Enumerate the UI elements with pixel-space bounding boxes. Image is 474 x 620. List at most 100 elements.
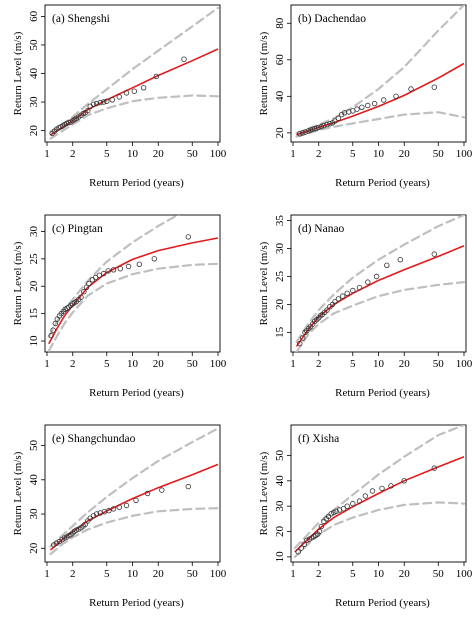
p1-observed-point bbox=[153, 73, 159, 80]
p5-x-tick-label: 100 bbox=[210, 568, 227, 580]
p6-plot-area bbox=[293, 425, 466, 558]
p6-y-tick-label: 40 bbox=[274, 475, 286, 487]
p4-observed-point bbox=[335, 296, 342, 302]
chart-panel-5: (e) Shangchundao 1 2 5 10 20 50 100 20 30 40 50 Retu… bbox=[12, 424, 227, 609]
p6-chart-title: (f) Xisha bbox=[298, 433, 339, 445]
p3-x-tick-label: 100 bbox=[210, 358, 227, 370]
p6-y-tick-label: 30 bbox=[274, 500, 286, 512]
p3-y-tick-label: 25 bbox=[28, 253, 40, 265]
p6-fit-line bbox=[294, 455, 465, 553]
p6-observed-point bbox=[369, 488, 376, 494]
p2-observed-point bbox=[335, 115, 342, 121]
p4-y-tick-label: 25 bbox=[274, 271, 286, 283]
p6-observed-point bbox=[431, 465, 437, 471]
chart-panel-1: (a) Shengshi 1 2 5 10 20 50 100 20 30 40 50 60 Return… bbox=[12, 4, 227, 189]
p6-x-tick-label: 1 bbox=[290, 568, 296, 580]
p3-y-tick-label: 30 bbox=[28, 225, 40, 237]
p6-observed-point bbox=[298, 545, 304, 551]
p4-ci-lower-line bbox=[295, 281, 466, 352]
p3-observed-point bbox=[185, 234, 191, 240]
p3-observed-point bbox=[83, 284, 90, 290]
p2-observed-point bbox=[365, 102, 371, 109]
p2-y-tick-label: 40 bbox=[274, 90, 286, 102]
p2-observed-point bbox=[393, 93, 399, 99]
p3-ci-lower-line bbox=[47, 262, 220, 352]
p2-observed-point bbox=[408, 86, 414, 92]
p1-y-tick-label: 50 bbox=[28, 39, 40, 51]
p1-y-tick-label: 20 bbox=[28, 125, 40, 137]
p6-x-tick-label: 2 bbox=[316, 568, 322, 580]
p1-x-tick-label: 2 bbox=[70, 148, 76, 160]
p4-observed-point bbox=[339, 293, 346, 299]
p3-y-axis-title: Return Level (m/s) bbox=[12, 241, 24, 325]
p5-x-axis-title: Return Period (years) bbox=[89, 597, 184, 609]
p3-ci-upper-line bbox=[47, 215, 180, 338]
p6-observed-point bbox=[356, 498, 363, 504]
p1-observed-point bbox=[181, 56, 187, 62]
p3-x-tick-label: 10 bbox=[127, 358, 139, 370]
p5-observed-point bbox=[123, 502, 130, 509]
p4-y-tick-label: 35 bbox=[274, 215, 286, 227]
p2-observed-point bbox=[300, 130, 306, 136]
p2-observed-point bbox=[321, 122, 327, 129]
p3-plot-area bbox=[47, 215, 220, 352]
p4-observed-point bbox=[332, 299, 338, 305]
p5-observed-point bbox=[82, 521, 88, 527]
p6-x-tick-label: 50 bbox=[433, 568, 445, 580]
p2-observed-point bbox=[327, 120, 333, 127]
p3-observed-point bbox=[125, 263, 132, 270]
p5-y-axis-title: Return Level (m/s) bbox=[12, 451, 24, 535]
p1-x-axis-title: Return Period (years) bbox=[89, 177, 184, 189]
p4-x-tick-label: 10 bbox=[373, 358, 385, 370]
p1-observed-point bbox=[116, 94, 122, 100]
p1-ci-upper-line bbox=[49, 6, 220, 133]
p2-y-tick-label: 80 bbox=[274, 17, 286, 29]
p3-x-tick-label: 50 bbox=[187, 358, 199, 370]
p6-observed-point bbox=[328, 511, 334, 517]
p2-observed-point bbox=[371, 100, 378, 107]
p4-plot-frame bbox=[290, 214, 467, 353]
p4-x-tick-label: 5 bbox=[350, 358, 356, 370]
p3-observed-point bbox=[81, 289, 87, 295]
p1-chart-title: (a) Shengshi bbox=[52, 13, 110, 25]
p2-fit-line bbox=[296, 62, 465, 136]
p2-observed-point bbox=[346, 109, 352, 115]
chart-panel-2: (b) Dachendao 1 2 5 10 20 50 100 20 40 60 80 Return … bbox=[258, 4, 473, 189]
p2-x-tick-label: 20 bbox=[399, 148, 411, 160]
p1-observed-point bbox=[85, 107, 91, 114]
p6-x-tick-label: 10 bbox=[373, 568, 385, 580]
p1-y-tick-label: 60 bbox=[28, 10, 40, 22]
p6-observed-point bbox=[317, 528, 323, 535]
p6-y-axis-title: Return Level (m/s) bbox=[258, 451, 270, 535]
p5-ci-upper-line bbox=[49, 427, 220, 548]
p2-observed-point bbox=[431, 84, 437, 90]
p1-observed-point bbox=[100, 99, 107, 105]
p1-observed-point bbox=[140, 85, 147, 91]
p5-x-tick-label: 2 bbox=[70, 568, 76, 580]
p2-x-axis-title: Return Period (years) bbox=[335, 177, 430, 189]
p3-observed-point bbox=[136, 261, 142, 267]
p5-observed-point bbox=[133, 497, 139, 504]
p5-observed-point bbox=[93, 511, 100, 517]
p1-plot-area bbox=[49, 6, 220, 140]
p4-observed-point bbox=[365, 279, 371, 285]
p4-observed-point bbox=[302, 329, 308, 336]
p3-observed-point bbox=[86, 280, 92, 287]
p6-x-tick-label: 5 bbox=[350, 568, 356, 580]
p2-observed-point bbox=[297, 131, 303, 137]
p2-observed-point bbox=[318, 123, 325, 130]
p4-x-tick-label: 1 bbox=[290, 358, 296, 370]
p2-x-tick-label: 50 bbox=[433, 148, 445, 160]
p5-observed-point bbox=[106, 507, 112, 514]
p3-y-tick-label: 10 bbox=[28, 335, 40, 347]
p4-y-tick-label: 15 bbox=[274, 326, 286, 338]
p6-observed-point bbox=[344, 503, 350, 509]
p1-observed-point bbox=[123, 90, 130, 96]
p1-y-tick-label: 40 bbox=[28, 68, 40, 80]
p4-observed-point bbox=[324, 307, 330, 313]
p6-observed-point bbox=[304, 537, 310, 544]
p2-observed-point bbox=[316, 124, 322, 131]
